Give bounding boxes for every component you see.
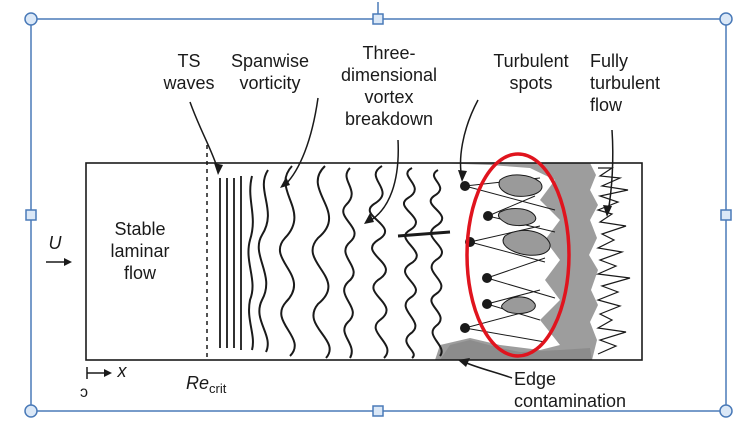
- resize-handle-top[interactable]: [372, 13, 384, 25]
- annotation-arrowheads: [214, 163, 612, 367]
- turbulent-spots-highlight: [465, 152, 571, 358]
- edge-contamination-label: Edge contamination: [514, 369, 627, 411]
- spot-dot: [482, 273, 492, 283]
- spot-dot: [482, 299, 492, 309]
- flow-channel: [85, 162, 643, 361]
- vortex-breakdown-label: Three-dimensional vortex breakdown: [340, 43, 438, 129]
- resize-handle-right[interactable]: [720, 209, 732, 221]
- turbulent-region: [435, 163, 598, 360]
- resize-handle-top-left[interactable]: [24, 12, 38, 26]
- re-crit-label: Recrit: [186, 373, 227, 396]
- x-axis-arrow: [86, 367, 112, 379]
- velocity-u-label: U: [48, 233, 62, 253]
- corner-mark: ɔ: [80, 384, 88, 401]
- spot-dot: [483, 211, 493, 221]
- turbulent-spots: [460, 174, 556, 343]
- spot-dot: [460, 323, 470, 333]
- spanwise-vorticity-waves: [247, 165, 331, 359]
- spot-dot: [460, 181, 470, 191]
- resize-handle-bottom-left[interactable]: [24, 404, 38, 418]
- x-axis-label: x: [117, 361, 127, 381]
- vortex-breakdown-lines: [342, 165, 451, 359]
- resize-handle-left[interactable]: [25, 209, 37, 221]
- resize-handle-bottom-right[interactable]: [719, 404, 733, 418]
- flow-direction-arrow: [46, 258, 72, 266]
- turbulent-spots-label: Turbulent spots: [493, 51, 569, 93]
- ts-wave-lines: [219, 176, 242, 350]
- fully-turbulent-label: Fully turbulent flow: [590, 51, 661, 115]
- resize-handle-top-right[interactable]: [719, 12, 733, 26]
- stable-laminar-label: Stable laminar flow: [110, 219, 170, 283]
- ts-waves-label: TS waves: [163, 51, 215, 93]
- spanwise-vorticity-label: Spanwise vorticity: [230, 51, 310, 93]
- resize-handle-bottom[interactable]: [372, 405, 384, 417]
- edge-contamination-region: [440, 340, 592, 360]
- turbulent-spikes: [595, 167, 631, 355]
